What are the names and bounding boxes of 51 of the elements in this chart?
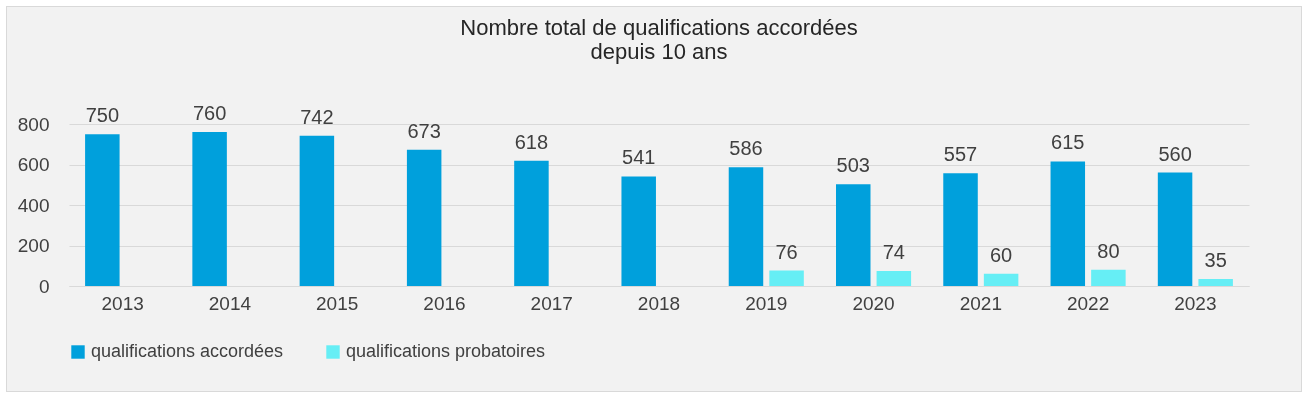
x-tick-label: 2013 <box>101 292 144 314</box>
data-label: 541 <box>622 146 656 169</box>
y-tick-label: 800 <box>17 113 50 135</box>
data-label: 615 <box>1051 131 1085 154</box>
x-tick-label: 2014 <box>208 292 252 314</box>
bar <box>1050 161 1086 286</box>
data-label: 760 <box>192 102 227 125</box>
x-tick-label: 2023 <box>1174 292 1217 314</box>
data-label: 750 <box>85 104 120 127</box>
bar <box>514 160 549 286</box>
data-label: 742 <box>300 105 334 128</box>
x-tick-label: 2022 <box>1066 292 1110 314</box>
bar <box>85 134 120 286</box>
chart-title: Nombre total de qualifications accordées depuis 10 ans <box>460 15 858 65</box>
x-tick-label: 2020 <box>852 292 895 314</box>
data-label: 586 <box>729 137 763 160</box>
bar <box>1198 278 1233 286</box>
bar <box>876 271 912 286</box>
data-label: 76 <box>775 240 798 263</box>
data-label: 503 <box>836 154 870 177</box>
data-label: 560 <box>1158 142 1192 165</box>
bar <box>983 273 1019 286</box>
x-tick-label: 2015 <box>316 292 359 314</box>
data-label: 74 <box>882 241 905 264</box>
data-label: 80 <box>1097 239 1120 262</box>
y-tick-label: 200 <box>17 235 50 256</box>
legend-label: qualifications accordées <box>91 341 284 361</box>
bar <box>406 149 442 286</box>
data-label: 557 <box>943 143 978 166</box>
bar <box>299 135 335 286</box>
legend-label: qualifications probatoires <box>346 341 546 361</box>
bar <box>728 167 764 286</box>
y-tick-label: 400 <box>17 194 50 216</box>
data-label: 35 <box>1204 248 1227 271</box>
bar <box>1091 269 1126 286</box>
bar <box>943 173 978 286</box>
x-tick-label: 2018 <box>637 292 681 314</box>
bar <box>192 132 227 286</box>
x-tick-label: 2021 <box>959 292 1002 314</box>
bar <box>769 270 804 286</box>
data-label: 673 <box>407 119 441 142</box>
bar <box>836 184 871 286</box>
x-tick-label: 2017 <box>530 292 573 314</box>
y-tick-label: 0 <box>38 275 50 297</box>
x-tick-label: 2019 <box>745 292 788 314</box>
data-label: 618 <box>514 130 549 153</box>
bar <box>1157 172 1193 286</box>
x-tick-label: 2016 <box>423 292 466 314</box>
y-tick-label: 600 <box>17 154 50 175</box>
bar <box>621 176 656 286</box>
data-label: 60 <box>989 243 1013 266</box>
